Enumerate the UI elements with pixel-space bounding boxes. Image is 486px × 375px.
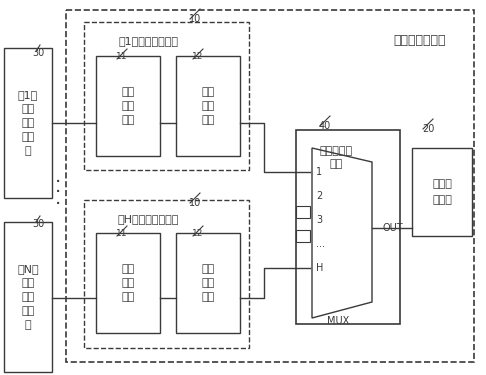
Bar [296, 130, 400, 324]
Text: 孔测: 孔测 [21, 292, 35, 302]
Text: 多通道选择: 多通道选择 [319, 146, 352, 156]
Text: MUX: MUX [327, 316, 349, 326]
Text: 10: 10 [189, 198, 201, 208]
Text: 11: 11 [116, 229, 128, 238]
Bar [66, 10, 474, 362]
Text: 放大: 放大 [122, 101, 135, 111]
Bar [84, 200, 249, 348]
Text: H: H [316, 263, 323, 273]
Text: 电路: 电路 [201, 292, 215, 302]
Text: 2: 2 [316, 191, 322, 201]
Bar [176, 233, 240, 333]
Text: OUT: OUT [382, 223, 402, 233]
Bar [96, 233, 160, 333]
Bar [4, 48, 52, 198]
Text: 40: 40 [319, 121, 331, 131]
Text: 30: 30 [32, 219, 44, 229]
Text: 11: 11 [116, 52, 128, 61]
Text: 电路: 电路 [201, 115, 215, 125]
Bar [296, 230, 310, 242]
Text: 孔测: 孔测 [21, 118, 35, 128]
Text: ...: ... [316, 239, 325, 249]
Text: 第H个信号检测电路: 第H个信号检测电路 [117, 214, 179, 224]
Text: 纳米: 纳米 [21, 104, 35, 114]
Text: ·: · [55, 195, 61, 213]
Bar [296, 206, 310, 218]
Text: 转换: 转换 [201, 101, 215, 111]
Text: 30: 30 [32, 48, 44, 58]
Bar [96, 56, 160, 156]
Text: 序通: 序通 [21, 132, 35, 142]
Text: 20: 20 [422, 124, 434, 134]
Text: 10: 10 [189, 14, 201, 24]
Text: 电流: 电流 [122, 87, 135, 97]
Text: 换电路: 换电路 [432, 195, 452, 205]
Text: 1: 1 [316, 167, 322, 177]
Text: 电压: 电压 [201, 87, 215, 97]
Polygon shape [312, 148, 372, 318]
Text: 3: 3 [316, 215, 322, 225]
Text: 纳米孔测序电路: 纳米孔测序电路 [394, 34, 446, 47]
Text: 电流: 电流 [122, 264, 135, 274]
Text: 电路: 电路 [122, 115, 135, 125]
Text: 电压: 电压 [201, 264, 215, 274]
Text: 电路: 电路 [330, 159, 343, 169]
Text: ·: · [55, 183, 61, 203]
Text: 12: 12 [192, 229, 204, 238]
Bar [412, 148, 472, 236]
Text: 纳米: 纳米 [21, 278, 35, 288]
Text: 第1个: 第1个 [18, 90, 38, 100]
Text: 转换: 转换 [201, 278, 215, 288]
Text: 序通: 序通 [21, 306, 35, 316]
Text: 12: 12 [192, 52, 204, 61]
Text: ·: · [55, 172, 61, 192]
Text: 放大: 放大 [122, 278, 135, 288]
Bar [84, 22, 249, 170]
Text: 电路: 电路 [122, 292, 135, 302]
Bar [4, 222, 52, 372]
Text: 模数转: 模数转 [432, 179, 452, 189]
Bar [176, 56, 240, 156]
Text: 第N个: 第N个 [17, 264, 39, 274]
Text: 第1个信号检测电路: 第1个信号检测电路 [118, 36, 178, 46]
Text: 道: 道 [25, 146, 31, 156]
Text: 道: 道 [25, 320, 31, 330]
